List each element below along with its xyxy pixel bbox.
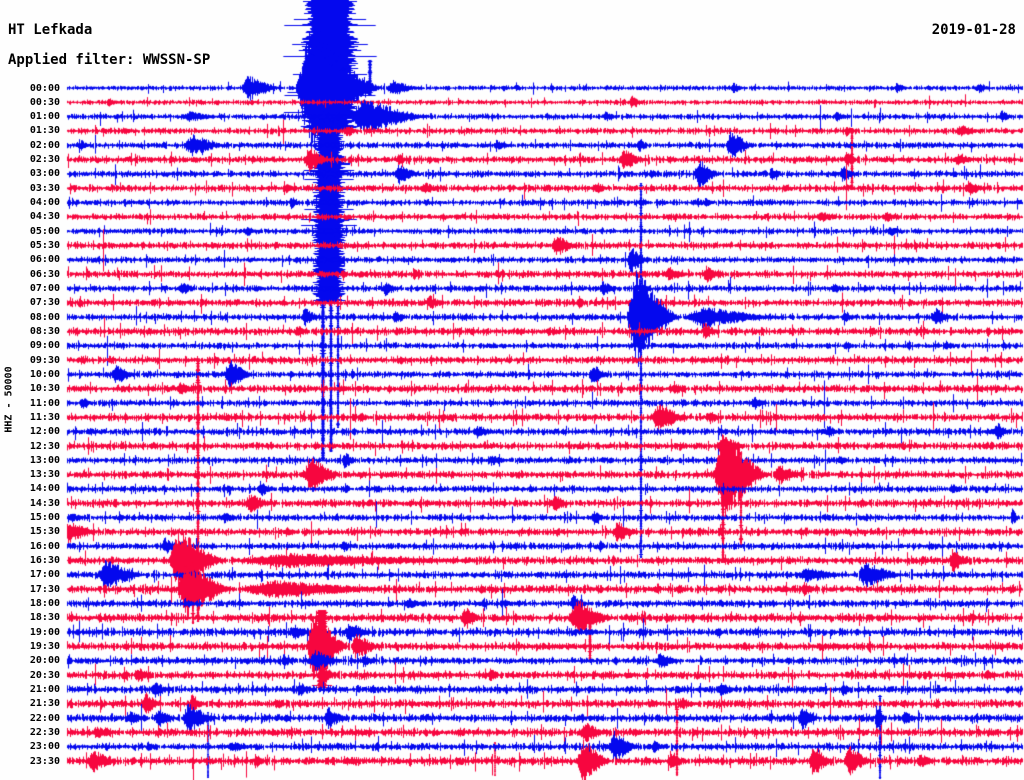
- time-label: 03:30: [29, 182, 60, 194]
- time-label: 02:00: [29, 139, 60, 151]
- time-label: 04:00: [29, 197, 60, 209]
- time-label: 05:30: [29, 240, 60, 252]
- time-label: 06:30: [29, 268, 60, 280]
- station-title: HT Lefkada: [8, 22, 93, 38]
- time-label: 23:30: [29, 755, 60, 767]
- time-label: 14:00: [29, 483, 60, 495]
- applied-filter-label: Applied filter: WWSSN-SP: [8, 52, 211, 68]
- time-label: 22:30: [29, 726, 60, 738]
- time-label: 20:30: [29, 669, 60, 681]
- time-label: 15:00: [29, 512, 60, 524]
- time-label: 00:30: [29, 96, 60, 108]
- time-label: 16:30: [29, 555, 60, 567]
- time-label: 10:30: [29, 383, 60, 395]
- time-label: 08:00: [29, 311, 60, 323]
- time-label: 16:00: [29, 540, 60, 552]
- time-label: 02:30: [29, 154, 60, 166]
- time-label: 04:30: [29, 211, 60, 223]
- time-label: 00:00: [29, 82, 60, 94]
- time-label: 23:00: [29, 741, 60, 753]
- time-label: 10:00: [29, 368, 60, 380]
- time-label: 12:00: [29, 426, 60, 438]
- time-label: 07:00: [29, 282, 60, 294]
- time-label: 19:30: [29, 640, 60, 652]
- time-label: 21:00: [29, 683, 60, 695]
- time-label: 09:30: [29, 354, 60, 366]
- time-label: 05:00: [29, 225, 60, 237]
- time-label: 01:00: [29, 111, 60, 123]
- time-label: 13:30: [29, 469, 60, 481]
- time-label: 18:00: [29, 598, 60, 610]
- time-label: 07:30: [29, 297, 60, 309]
- time-label: 17:00: [29, 569, 60, 581]
- time-label: 13:00: [29, 454, 60, 466]
- time-label: 20:00: [29, 655, 60, 667]
- time-label: 14:30: [29, 497, 60, 509]
- time-label: 15:30: [29, 526, 60, 538]
- date-label: 2019-01-28: [931, 22, 1016, 38]
- time-label: 09:00: [29, 340, 60, 352]
- time-label: 11:00: [29, 397, 60, 409]
- time-label: 22:00: [29, 712, 60, 724]
- time-label: 19:00: [29, 626, 60, 638]
- time-label: 03:00: [29, 168, 60, 180]
- time-label: 11:30: [29, 411, 60, 423]
- time-label: 18:30: [29, 612, 60, 624]
- time-label: 01:30: [29, 125, 60, 137]
- time-label: 21:30: [29, 698, 60, 710]
- time-label: 17:30: [29, 583, 60, 595]
- time-label: 08:30: [29, 325, 60, 337]
- time-label: 06:00: [29, 254, 60, 266]
- time-label: 12:30: [29, 440, 60, 452]
